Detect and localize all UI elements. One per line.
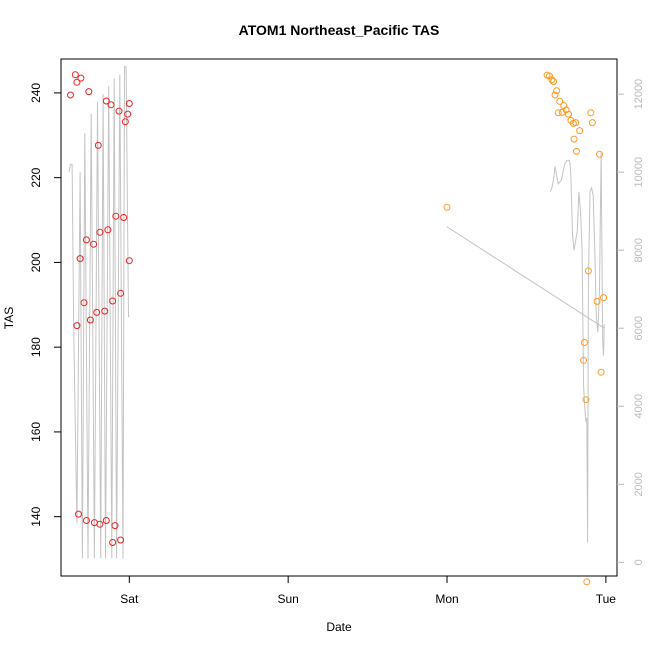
point-s0-16 (86, 316, 94, 324)
point-s0-20 (101, 307, 109, 315)
point-s0-17 (90, 240, 98, 248)
point-s0-13 (76, 255, 84, 263)
y2-tick-label: 0 (633, 559, 645, 565)
y2-tick-label: 6000 (633, 316, 645, 340)
point-s0-34 (117, 536, 125, 544)
y-tick-label: 220 (29, 167, 43, 187)
altitude-line-segment-2 (446, 226, 605, 329)
point-s1-20 (580, 339, 588, 346)
point-s1-28 (597, 368, 605, 376)
point-s0-26 (125, 257, 133, 265)
point-s1-8 (556, 97, 564, 105)
y-axis-label: TAS (2, 307, 16, 329)
x-tick-label: Sat (120, 592, 139, 606)
point-s1-17 (573, 147, 580, 155)
point-s1-7 (554, 109, 562, 117)
altitude-line-segment-0 (68, 66, 130, 559)
point-s0-15 (82, 236, 90, 244)
y2-tick-label: 2000 (633, 472, 645, 496)
point-s0-7 (107, 101, 115, 109)
point-s0-9 (121, 118, 129, 126)
right-y-axis: 0 2000 4000 6000 8000 10000 12000 (617, 79, 645, 565)
point-s1-3 (548, 76, 556, 84)
x-tick-label: Tue (596, 592, 617, 606)
point-s1-29 (600, 294, 607, 302)
point-s0-14 (80, 299, 88, 307)
y-tick-label: 140 (29, 506, 43, 526)
y-tick-label: 160 (29, 422, 43, 442)
point-s0-30 (96, 520, 104, 528)
point-s1-5 (551, 91, 559, 99)
point-s0-23 (112, 212, 120, 220)
point-s0-11 (125, 100, 133, 107)
y2-tick-label: 4000 (633, 394, 645, 418)
point-s0-8 (115, 107, 123, 115)
point-s1-22 (583, 578, 591, 586)
point-s1-19 (580, 356, 588, 364)
point-s1-6 (553, 87, 561, 95)
point-s1-23 (584, 267, 592, 275)
point-s1-11 (562, 106, 570, 114)
y-tick-label: 240 (29, 83, 43, 103)
y2-tick-label: 12000 (633, 79, 645, 110)
point-s0-32 (109, 539, 117, 546)
point-s0-31 (102, 517, 110, 524)
point-s0-4 (85, 88, 93, 96)
chart-title: ATOM1 Northeast_Pacific TAS (239, 22, 440, 38)
data-points (67, 71, 607, 586)
point-s1-24 (587, 109, 595, 117)
point-s0-21 (104, 226, 112, 234)
point-s0-25 (120, 214, 128, 221)
point-s1-0 (443, 203, 451, 211)
point-s1-26 (593, 297, 601, 305)
point-s0-12 (73, 322, 81, 330)
point-s0-10 (124, 110, 132, 118)
point-s0-2 (73, 78, 81, 86)
point-s1-25 (588, 119, 596, 127)
altitude-line (68, 66, 605, 559)
point-s0-6 (102, 97, 110, 105)
point-s0-5 (94, 141, 102, 149)
x-axis-label: Date (326, 620, 352, 634)
y2-tick-label: 8000 (633, 238, 645, 262)
point-s0-3 (77, 74, 85, 82)
point-s0-27 (75, 510, 82, 518)
point-s1-21 (582, 396, 590, 404)
altitude-line-segment-1 (549, 152, 605, 543)
point-s1-16 (570, 135, 578, 143)
point-s1-4 (550, 78, 557, 85)
y2-tick-label: 10000 (633, 157, 645, 188)
point-s1-18 (576, 127, 584, 135)
point-s0-19 (96, 228, 104, 236)
point-s0-1 (71, 71, 79, 79)
x-tick-label: Sun (277, 592, 298, 606)
point-s1-12 (565, 110, 572, 118)
point-s0-18 (93, 308, 101, 316)
point-s1-2 (546, 72, 553, 80)
point-s0-22 (109, 297, 117, 305)
x-tick-label: Mon (435, 592, 458, 606)
point-s0-28 (82, 517, 90, 524)
y-tick-label: 200 (29, 252, 43, 272)
point-s1-15 (572, 119, 580, 127)
point-s0-0 (67, 91, 74, 99)
y-tick-label: 180 (29, 337, 43, 357)
left-y-axis: 140 160 180 200 220 240 (29, 83, 61, 527)
point-s0-24 (117, 289, 125, 297)
plot-frame (60, 58, 618, 577)
x-axis: Sat Sun Mon Tue (120, 576, 616, 606)
point-s0-33 (111, 522, 119, 530)
point-s1-27 (596, 150, 603, 158)
